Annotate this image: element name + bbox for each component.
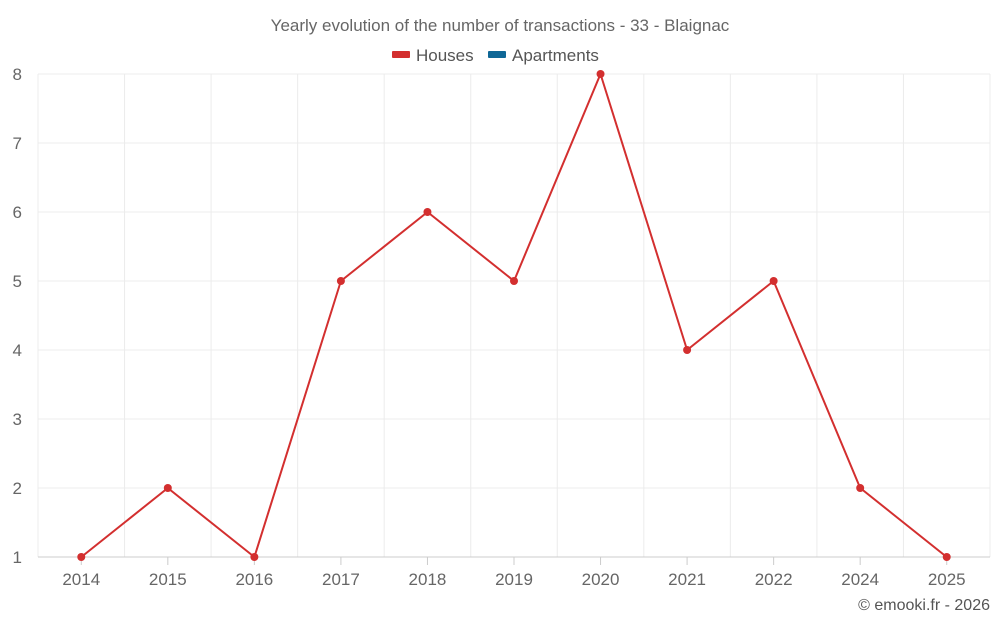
y-tick-label: 7 (13, 134, 22, 153)
data-point-houses-2025[interactable] (942, 553, 951, 561)
data-point-houses-2024[interactable] (856, 484, 865, 492)
x-tick-label: 2021 (668, 570, 706, 589)
x-tick-label: 2016 (235, 570, 273, 589)
y-tick-label: 2 (13, 479, 22, 498)
grid (37, 73, 991, 557)
data-point-houses-2020[interactable] (596, 70, 605, 78)
legend-swatch-apartments (488, 51, 506, 58)
y-tick-label: 1 (13, 548, 22, 567)
legend-label-apartments: Apartments (512, 46, 599, 65)
x-tick-label: 2019 (495, 570, 533, 589)
y-tick-label: 3 (13, 410, 22, 429)
x-tick-label: 2025 (928, 570, 966, 589)
legend: Houses Apartments (392, 46, 599, 65)
data-point-houses-2019[interactable] (510, 277, 518, 285)
x-tick-label: 2020 (582, 570, 620, 589)
credit-text: © emooki.fr - 2026 (858, 597, 990, 614)
chart-title: Yearly evolution of the number of transa… (271, 16, 730, 35)
x-tick-label: 2014 (62, 570, 100, 589)
x-tick-label: 2024 (841, 570, 879, 589)
y-tick-label: 6 (13, 203, 22, 222)
x-tick-label: 2018 (409, 570, 447, 589)
legend-item-houses[interactable]: Houses (392, 46, 474, 65)
data-point-houses-2015[interactable] (163, 484, 172, 492)
data-point-houses-2021[interactable] (683, 346, 692, 354)
series-layer (77, 70, 951, 561)
y-tick-label: 8 (13, 65, 22, 84)
data-point-houses-2018[interactable] (423, 208, 432, 216)
legend-item-apartments[interactable]: Apartments (488, 46, 599, 65)
x-axis: 2014 2015 2016 2017 2018 2019 2020 2021 2022 2024… (38, 556, 990, 589)
data-point-houses-2017[interactable] (336, 277, 345, 285)
data-point-houses-2014[interactable] (77, 553, 86, 561)
x-tick-label: 2017 (322, 570, 360, 589)
data-point-houses-2016[interactable] (250, 553, 259, 561)
legend-label-houses: Houses (416, 46, 474, 65)
data-point-houses-2022[interactable] (769, 277, 778, 285)
y-tick-label: 4 (13, 341, 22, 360)
x-tick-label: 2022 (755, 570, 793, 589)
legend-swatch-houses (392, 51, 410, 58)
y-tick-label: 5 (13, 272, 22, 291)
x-tick-label: 2015 (149, 570, 187, 589)
y-axis: 1 2 3 4 5 6 7 8 (13, 65, 22, 567)
